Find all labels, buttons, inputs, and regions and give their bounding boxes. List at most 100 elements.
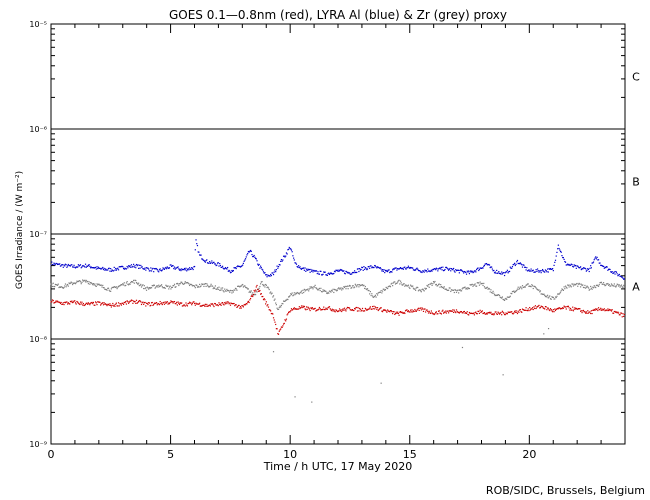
data-point (511, 293, 513, 295)
data-point (396, 282, 398, 284)
data-point (588, 311, 590, 313)
data-point (173, 300, 176, 303)
data-point (137, 264, 139, 266)
data-point (472, 271, 474, 274)
data-point (265, 303, 267, 305)
data-point (234, 289, 236, 291)
data-point (392, 269, 394, 271)
data-point (513, 263, 515, 266)
data-point (503, 312, 505, 314)
data-point (158, 303, 160, 305)
data-point (511, 290, 514, 293)
data-point (272, 317, 275, 319)
data-point (261, 295, 263, 298)
data-point (361, 309, 363, 311)
data-point (267, 287, 270, 289)
data-point (201, 258, 204, 260)
data-point (223, 291, 225, 293)
data-point (463, 270, 465, 273)
data-point (479, 309, 481, 311)
data-point (92, 301, 95, 304)
data-point (532, 308, 534, 311)
data-point (133, 301, 135, 303)
data-point (132, 265, 134, 267)
data-point (414, 308, 416, 311)
data-point (483, 264, 486, 267)
data-point (149, 270, 151, 272)
data-point (542, 293, 544, 296)
data-point (453, 291, 455, 294)
data-point (275, 271, 277, 273)
data-point (59, 286, 61, 288)
data-point (64, 283, 67, 285)
data-point (108, 267, 110, 269)
data-point (408, 266, 410, 269)
data-point (77, 281, 79, 283)
data-point (473, 270, 476, 272)
data-point (400, 282, 402, 284)
data-point (120, 304, 123, 306)
data-point (496, 313, 498, 315)
data-point (310, 270, 313, 272)
data-point (416, 286, 418, 288)
data-point (323, 289, 326, 292)
data-point (333, 270, 336, 272)
data-point (194, 249, 196, 251)
data-point (396, 312, 398, 314)
data-point (151, 284, 153, 287)
data-point (511, 311, 513, 313)
data-point (383, 288, 385, 290)
data-point (515, 310, 517, 312)
data-point (510, 311, 512, 313)
data-point (219, 303, 221, 306)
data-point (457, 311, 459, 313)
data-point (570, 263, 572, 265)
data-point (317, 309, 319, 311)
data-point (99, 284, 101, 286)
data-point (562, 307, 564, 309)
data-point (176, 301, 178, 303)
data-point (509, 266, 511, 268)
data-point (273, 299, 275, 301)
data-point (285, 299, 288, 301)
data-point (61, 303, 64, 305)
data-point (54, 301, 57, 303)
data-point (290, 310, 292, 312)
flare-class-label: B (632, 176, 640, 189)
data-point (243, 304, 245, 306)
data-point (318, 306, 321, 309)
data-point (619, 314, 621, 316)
data-point (374, 306, 377, 308)
data-point (341, 309, 344, 311)
data-point (465, 287, 468, 289)
data-point (239, 306, 242, 308)
data-point (495, 294, 497, 296)
data-point (385, 286, 387, 289)
data-point (547, 297, 549, 299)
data-point (80, 283, 82, 285)
data-point (188, 269, 190, 271)
data-point (181, 269, 184, 271)
data-point (237, 304, 239, 307)
data-point (201, 283, 204, 286)
data-point (590, 265, 592, 267)
outlier-point (294, 396, 296, 398)
data-point (417, 268, 419, 270)
data-point (449, 287, 451, 289)
data-point (618, 284, 620, 286)
data-point (142, 268, 144, 270)
data-point (112, 270, 114, 272)
data-point (547, 294, 549, 296)
data-point (371, 293, 373, 295)
data-point (175, 303, 177, 305)
data-point (285, 320, 287, 322)
data-point (564, 260, 566, 263)
data-point (529, 285, 531, 287)
data-point (506, 271, 508, 273)
data-point (517, 262, 519, 265)
data-point (576, 265, 578, 267)
data-point (402, 312, 404, 314)
data-point (601, 265, 603, 267)
data-point (613, 272, 615, 274)
data-point (177, 266, 179, 268)
